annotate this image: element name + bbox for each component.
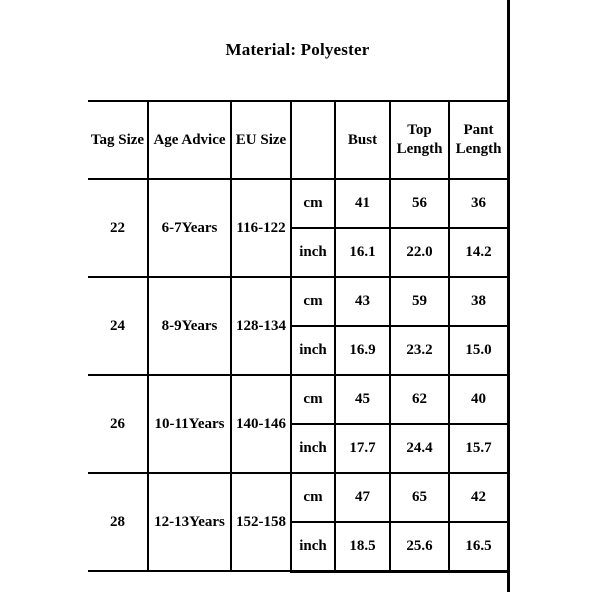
size-row-cm: 22 6-7Years 116-122 cm 41 56 36 xyxy=(88,178,507,278)
unit-cell: inch xyxy=(291,521,336,573)
size-table: Tag Size Age Advice EU Size Bust Top Length P… xyxy=(88,100,507,573)
pant-length-value-cell: 15.0 xyxy=(448,325,507,376)
tag-size-cell: 22 xyxy=(88,178,149,278)
top-length-value-cell: 62 xyxy=(389,374,450,425)
top-length-value-cell: 22.0 xyxy=(389,227,450,278)
eu-size-cell: 116-122 xyxy=(230,178,292,278)
size-row-inch: inch 16.1 22.0 14.2 xyxy=(88,227,507,278)
unit-cell: inch xyxy=(291,325,336,376)
bust-value-cell: 16.1 xyxy=(334,227,391,278)
header-tag-size: Tag Size xyxy=(88,100,149,180)
top-length-value-cell: 25.6 xyxy=(389,521,450,573)
pant-length-value-cell: 16.5 xyxy=(448,521,507,573)
pant-length-value-cell: 38 xyxy=(448,276,507,327)
age-advice-cell: 12-13Years xyxy=(147,472,232,572)
pant-length-value-cell: 42 xyxy=(448,472,507,523)
tag-size-cell: 24 xyxy=(88,276,149,376)
header-top-length: Top Length xyxy=(389,100,450,180)
header-row: Tag Size Age Advice EU Size Bust Top Length P… xyxy=(88,100,507,180)
unit-cell: inch xyxy=(291,423,336,474)
size-row-cm: 24 8-9Years 128-134 cm 43 59 38 xyxy=(88,276,507,376)
bust-value-cell: 47 xyxy=(334,472,391,523)
size-chart-sheet: Material: Polyester Tag Size Age Advice EU… xyxy=(88,0,510,592)
eu-size-cell: 128-134 xyxy=(230,276,292,376)
size-row-inch: inch 17.7 24.4 15.7 xyxy=(88,423,507,474)
bust-value-cell: 45 xyxy=(334,374,391,425)
bust-value-cell: 18.5 xyxy=(334,521,391,573)
size-row-cm: 26 10-11Years 140-146 cm 45 62 40 xyxy=(88,374,507,474)
table-body: 22 6-7Years 116-122 cm 41 56 36 inch 16.1 22.0 14.… xyxy=(88,178,507,573)
eu-size-cell: 152-158 xyxy=(230,472,292,572)
pant-length-value-cell: 40 xyxy=(448,374,507,425)
top-length-value-cell: 24.4 xyxy=(389,423,450,474)
header-unit xyxy=(290,100,336,180)
bust-value-cell: 16.9 xyxy=(334,325,391,376)
top-length-value-cell: 65 xyxy=(389,472,450,523)
header-age-advice: Age Advice xyxy=(147,100,232,180)
bust-value-cell: 17.7 xyxy=(334,423,391,474)
eu-size-cell: 140-146 xyxy=(230,374,292,474)
header-pant-length: Pant Length xyxy=(448,100,507,180)
top-length-value-cell: 56 xyxy=(389,178,450,229)
pant-length-value-cell: 15.7 xyxy=(448,423,507,474)
header-bust: Bust xyxy=(334,100,391,180)
unit-cell: cm xyxy=(290,374,336,425)
tag-size-cell: 26 xyxy=(88,374,149,474)
pant-length-value-cell: 14.2 xyxy=(448,227,507,278)
tag-size-cell: 28 xyxy=(88,472,149,572)
top-length-value-cell: 59 xyxy=(389,276,450,327)
age-advice-cell: 6-7Years xyxy=(147,178,232,278)
pant-length-value-cell: 36 xyxy=(448,178,507,229)
bust-value-cell: 43 xyxy=(334,276,391,327)
unit-cell: cm xyxy=(290,472,336,523)
unit-cell: cm xyxy=(290,276,336,327)
bust-value-cell: 41 xyxy=(334,178,391,229)
age-advice-cell: 10-11Years xyxy=(147,374,232,474)
chart-title: Material: Polyester xyxy=(225,40,370,59)
top-length-value-cell: 23.2 xyxy=(389,325,450,376)
age-advice-cell: 8-9Years xyxy=(147,276,232,376)
unit-cell: inch xyxy=(291,227,336,278)
size-row-inch: inch 18.5 25.6 16.5 xyxy=(88,521,507,573)
size-row-cm: 28 12-13Years 152-158 cm 47 65 42 xyxy=(88,472,507,572)
size-row-inch: inch 16.9 23.2 15.0 xyxy=(88,325,507,376)
unit-cell: cm xyxy=(290,178,336,229)
header-eu-size: EU Size xyxy=(230,100,292,180)
